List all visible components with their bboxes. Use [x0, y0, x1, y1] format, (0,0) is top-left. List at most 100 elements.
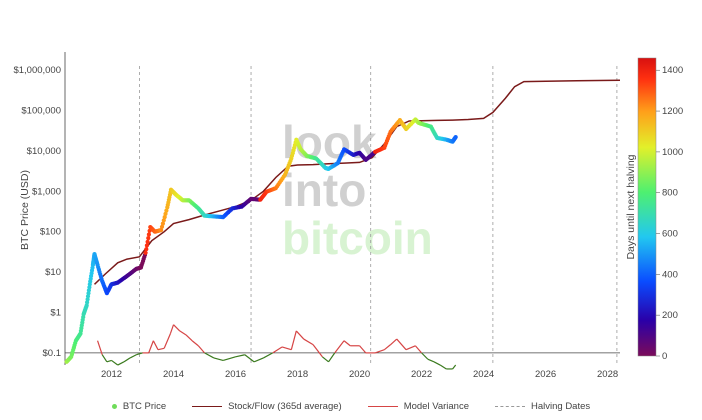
variance-segment [328, 352, 336, 363]
variance-segment [303, 338, 314, 346]
price-point [164, 208, 169, 213]
watermark-word-3: bitcoin [282, 212, 433, 264]
variance-segment [414, 345, 423, 354]
legend-item-halving-dates[interactable]: Halving Dates [495, 401, 590, 412]
x-axis-ticks: 2012 2014 2016 2018 2020 2022 2024 2026 2028 [101, 369, 618, 380]
watermark: look into bitcoin [282, 116, 433, 264]
variance-segment [129, 354, 137, 359]
price-point [144, 243, 149, 248]
variance-segment [169, 324, 175, 334]
variance-segment [213, 357, 224, 362]
variance-segment [136, 352, 143, 356]
y-tick-label: $1 [50, 307, 61, 318]
variance-segment [334, 340, 345, 354]
colorbar-ticks: 0 200 400 600 800 1000 1200 1400 [656, 65, 683, 362]
variance-segment [179, 330, 187, 336]
x-tick-label: 2020 [349, 369, 370, 380]
y-axis-ticks: $0.1 $1 $10 $100 $1,000 $10,000 $100,000 $1,000… [13, 65, 61, 359]
variance-segment [433, 361, 441, 366]
legend-dot-icon [111, 403, 117, 409]
variance-segment [111, 359, 119, 366]
colorbar-tick-label: 0 [662, 351, 667, 362]
price-point [85, 297, 90, 302]
variance-segment [263, 352, 274, 359]
variance-segment [427, 358, 435, 363]
price-point [163, 211, 168, 216]
colorbar-tick-label: 1400 [662, 65, 683, 76]
variance-segment [96, 340, 103, 355]
x-tick-label: 2028 [597, 369, 618, 380]
variance-segment [185, 334, 193, 342]
variance-segment [272, 346, 283, 354]
variance-segment [290, 330, 297, 350]
variance-segment [374, 349, 385, 354]
y-axis-title: BTC Price (USD) [19, 170, 31, 250]
y-tick-label: $100,000 [21, 106, 61, 117]
variance-segment [157, 347, 165, 351]
legend-dash-icon [495, 405, 525, 407]
variance-segment [359, 345, 367, 354]
y-tick-label: $1,000,000 [13, 65, 61, 76]
price-point [146, 236, 151, 241]
colorbar: 0 200 400 600 800 1000 1200 1400 Days until nex… [625, 57, 683, 362]
model-variance-series [96, 324, 457, 370]
price-point [453, 135, 458, 140]
colorbar-tick-label: 600 [662, 229, 678, 240]
halving-lines [139, 66, 618, 365]
legend-item-stock-flow[interactable]: Stock/Flow (365d average) [192, 401, 342, 412]
x-tick-label: 2026 [535, 369, 556, 380]
price-point [160, 221, 165, 226]
variance-segment [235, 354, 245, 358]
colorbar-tick-label: 800 [662, 188, 678, 199]
legend-label: Halving Dates [531, 400, 591, 412]
y-tick-label: $100 [40, 227, 61, 238]
variance-segment [321, 356, 329, 363]
variance-segment [197, 345, 205, 354]
legend-item-btc-price[interactable]: BTC Price [111, 400, 167, 412]
variance-segment [383, 344, 391, 351]
price-point [146, 232, 151, 237]
price-point [145, 239, 150, 244]
price-point [159, 228, 164, 233]
variance-segment [343, 340, 351, 347]
x-tick-label: 2018 [287, 369, 308, 380]
x-tick-label: 2012 [101, 369, 122, 380]
colorbar-title: Days until next halving [625, 154, 637, 259]
colorbar-tick-label: 400 [662, 269, 678, 280]
price-point [143, 250, 148, 255]
variance-segment [452, 364, 457, 370]
btc-price-series [64, 117, 458, 364]
variance-segment [152, 340, 159, 350]
stock-flow-series [93, 79, 621, 285]
variance-segment [117, 361, 125, 366]
legend-label: Model Variance [403, 400, 469, 412]
stock-flow-line [93, 79, 621, 285]
variance-segment [244, 354, 255, 363]
variance-segment [281, 346, 292, 351]
legend-label: BTC Price [122, 400, 167, 412]
variance-segment [390, 338, 398, 346]
legend-item-model-variance[interactable]: Model Variance [367, 400, 469, 412]
y-tick-label: $10,000 [27, 146, 61, 157]
x-tick-label: 2022 [411, 369, 432, 380]
colorbar-tick-label: 1200 [662, 106, 683, 117]
price-point [162, 215, 167, 220]
variance-segment [163, 333, 171, 349]
colorbar-tick-label: 1000 [662, 147, 683, 158]
y-tick-label: $0.1 [43, 348, 62, 359]
variance-segment [204, 352, 215, 359]
x-tick-label: 2014 [163, 369, 184, 380]
colorbar-gradient [637, 57, 657, 357]
legend: BTC Price Stock/Flow (365d average) Mode… [0, 398, 702, 414]
price-point [161, 218, 166, 223]
legend-line-icon [367, 405, 398, 407]
variance-segment [106, 359, 112, 363]
variance-segment [191, 340, 199, 347]
axes [64, 52, 620, 365]
y-tick-label: $1,000 [32, 186, 61, 197]
watermark-word-2: into [282, 164, 366, 216]
variance-segment [405, 345, 416, 351]
price-point [159, 224, 165, 229]
variance-segment [295, 330, 305, 340]
